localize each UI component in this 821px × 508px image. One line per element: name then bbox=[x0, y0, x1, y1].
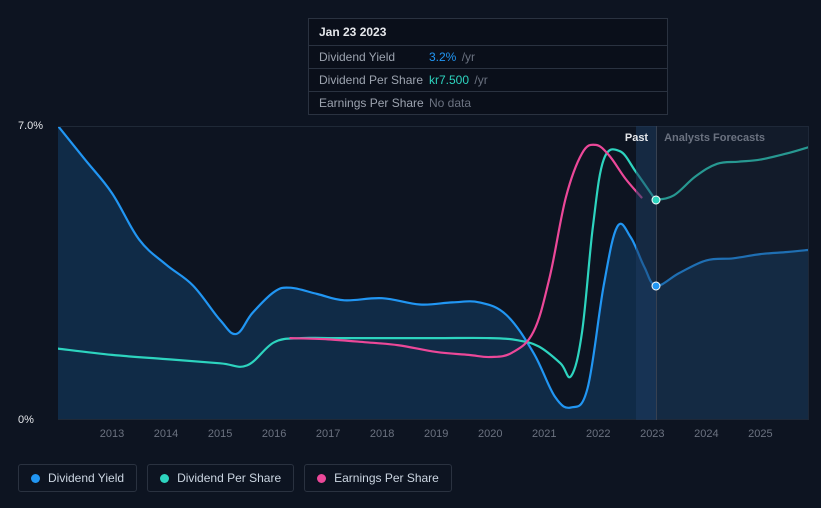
tooltip-row: Dividend Per Sharekr7.500 /yr bbox=[309, 69, 667, 92]
legend-item[interactable]: Earnings Per Share bbox=[304, 464, 452, 492]
x-axis-tick: 2013 bbox=[100, 428, 124, 440]
x-axis-tick: 2020 bbox=[478, 428, 502, 440]
tooltip-row-label: Dividend Per Share bbox=[319, 73, 429, 87]
tooltip-row-label: Dividend Yield bbox=[319, 50, 429, 64]
past-label: Past bbox=[625, 132, 648, 144]
tooltip-row: Dividend Yield3.2% /yr bbox=[309, 46, 667, 69]
tooltip-date: Jan 23 2023 bbox=[309, 19, 667, 46]
legend-item[interactable]: Dividend Per Share bbox=[147, 464, 294, 492]
chart-plot[interactable]: Past Analysts Forecasts bbox=[58, 126, 809, 420]
tooltip-row-value: No data bbox=[429, 96, 473, 110]
tooltip-vline bbox=[656, 126, 657, 420]
legend-dot-icon bbox=[317, 474, 326, 483]
series-marker bbox=[652, 281, 661, 290]
tooltip-row: Earnings Per ShareNo data bbox=[309, 92, 667, 114]
forecast-label: Analysts Forecasts bbox=[664, 132, 765, 144]
x-axis-tick: 2022 bbox=[586, 428, 610, 440]
x-axis-tick: 2025 bbox=[748, 428, 772, 440]
tooltip-rows: Dividend Yield3.2% /yrDividend Per Share… bbox=[309, 46, 667, 114]
y-axis-tick: 7.0% bbox=[18, 120, 36, 132]
x-axis-tick: 2016 bbox=[262, 428, 286, 440]
tooltip-row-value: 3.2% /yr bbox=[429, 50, 475, 64]
series-marker bbox=[652, 195, 661, 204]
x-axis-tick: 2019 bbox=[424, 428, 448, 440]
highlight-band bbox=[636, 126, 656, 420]
legend-label: Dividend Yield bbox=[48, 471, 124, 485]
x-axis: 2013 2014 2015 2016 2017 2018 2019 2020 2021 2022… bbox=[58, 428, 809, 444]
x-axis-tick: 2018 bbox=[370, 428, 394, 440]
x-axis-tick: 2015 bbox=[208, 428, 232, 440]
legend-label: Earnings Per Share bbox=[334, 471, 439, 485]
chart-tooltip: Jan 23 2023 Dividend Yield3.2% /yrDivide… bbox=[308, 18, 668, 115]
x-axis-tick: 2021 bbox=[532, 428, 556, 440]
chart-legend: Dividend Yield Dividend Per Share Earnings… bbox=[18, 464, 452, 492]
legend-dot-icon bbox=[31, 474, 40, 483]
x-axis-tick: 2014 bbox=[154, 428, 178, 440]
tooltip-row-value: kr7.500 /yr bbox=[429, 73, 488, 87]
x-axis-tick: 2024 bbox=[694, 428, 718, 440]
x-axis-tick: 2023 bbox=[640, 428, 664, 440]
x-axis-tick: 2017 bbox=[316, 428, 340, 440]
legend-item[interactable]: Dividend Yield bbox=[18, 464, 137, 492]
forecast-region bbox=[656, 126, 809, 420]
legend-label: Dividend Per Share bbox=[177, 471, 281, 485]
chart-area: PastAnalysts Forecasts 7.0%0% bbox=[18, 126, 809, 420]
tooltip-row-label: Earnings Per Share bbox=[319, 96, 429, 110]
y-axis-tick: 0% bbox=[18, 414, 36, 426]
legend-dot-icon bbox=[160, 474, 169, 483]
